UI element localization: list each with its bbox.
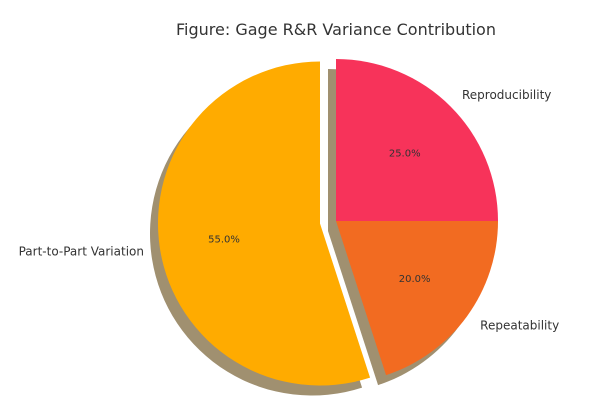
label-repeatability: Repeatability [480,319,559,333]
chart-title: Figure: Gage R&R Variance Contribution [176,20,496,39]
slice-reproducibility [336,59,498,221]
label-layer: Reproducibility 25.0% Repeatability 20.0% Pa… [19,88,560,333]
pct-reproducibility: 25.0% [389,148,421,159]
label-reproducibility: Reproducibility [462,88,551,102]
label-part-to-part-variation: Part-to-Part Variation [19,244,144,258]
pct-repeatability: 20.0% [399,274,431,285]
slice-part-to-part-variation [157,61,371,386]
pct-part-to-part-variation: 55.0% [208,235,240,246]
slice-layer [157,59,498,386]
slice-repeatability [336,221,498,376]
